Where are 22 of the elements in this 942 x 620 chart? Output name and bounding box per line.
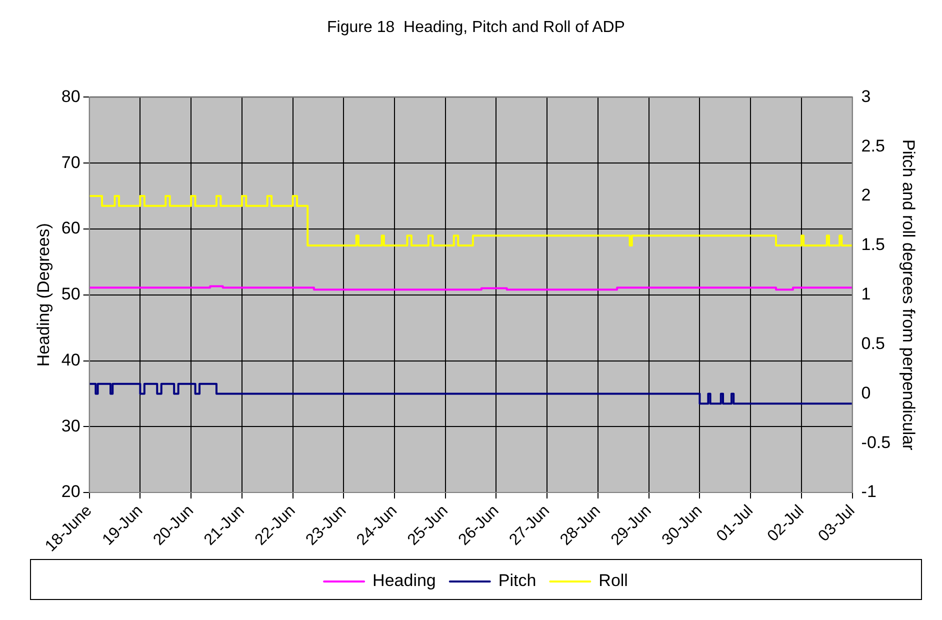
legend-label: Heading — [372, 571, 436, 590]
y-tick-label: 60 — [61, 218, 80, 238]
y2-tick-label: 3 — [861, 86, 871, 106]
y2-tick-label: 1.5 — [861, 235, 885, 254]
y2-tick-label: -0.5 — [861, 432, 891, 452]
chart-title: Figure 18 Heading, Pitch and Roll of ADP — [327, 19, 625, 36]
y2-tick-label: 0.5 — [861, 334, 885, 353]
y-tick-label: 80 — [61, 86, 80, 106]
y-axis-title: Heading (Degrees) — [34, 223, 53, 367]
y-tick-label: 30 — [61, 416, 80, 436]
y2-tick-label: -1 — [861, 482, 876, 502]
y2-tick-label: 0 — [861, 383, 871, 402]
y2-tick-label: 2 — [861, 186, 871, 205]
legend-label: Roll — [598, 571, 628, 590]
y-tick-label: 50 — [61, 284, 80, 304]
y-tick-label: 20 — [61, 482, 80, 502]
y2-tick-label: 2.5 — [861, 136, 885, 156]
y-tick-label: 70 — [61, 152, 80, 172]
y2-tick-label: 1 — [861, 284, 871, 304]
legend-label: Pitch — [498, 571, 536, 590]
y2-axis-title: Pitch and roll degrees from perpendicular — [899, 139, 918, 451]
y-tick-label: 40 — [61, 350, 80, 370]
